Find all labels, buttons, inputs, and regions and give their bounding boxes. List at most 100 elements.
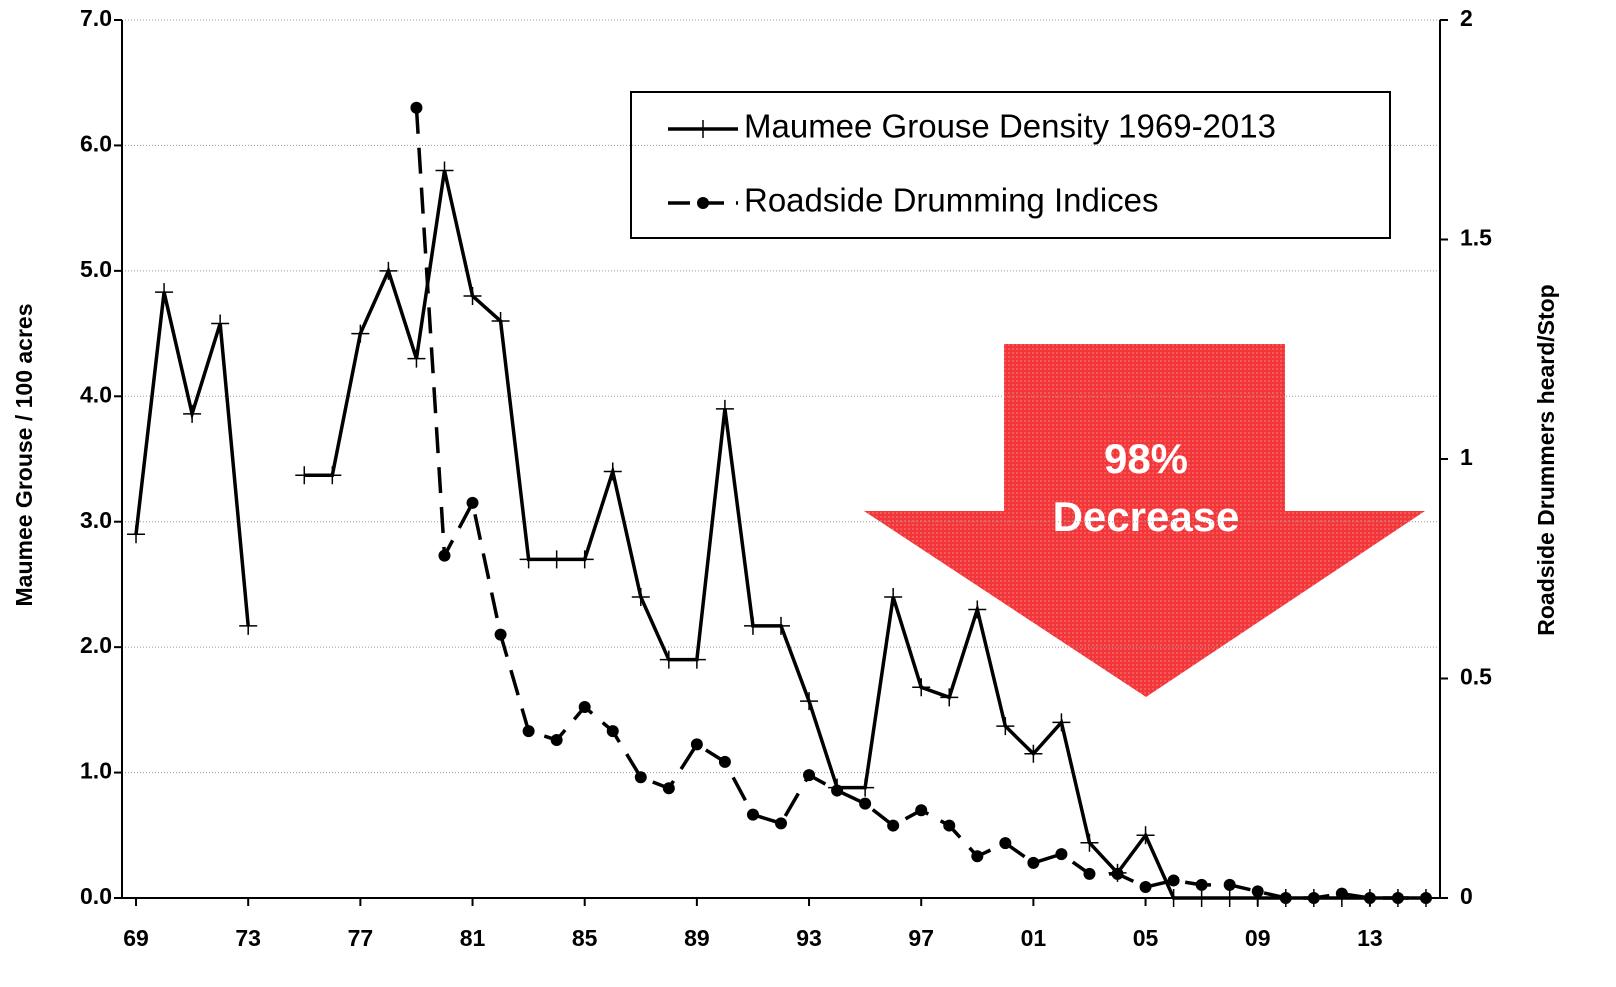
x-tick-label: 77 [348, 925, 374, 951]
y-tick-label: 2.0 [80, 632, 112, 658]
legend-label: Maumee Grouse Density 1969-2013 [744, 108, 1276, 145]
marker [803, 769, 816, 782]
marker [687, 650, 706, 669]
marker [578, 701, 591, 714]
x-tick-label: 73 [235, 925, 261, 951]
marker [884, 587, 903, 606]
legend-marker [694, 120, 712, 138]
marker [1055, 848, 1068, 861]
marker [463, 286, 482, 305]
marker [438, 549, 451, 562]
decrease-arrow [864, 344, 1425, 697]
marker [491, 312, 510, 331]
marker [323, 466, 342, 485]
marker [1391, 892, 1404, 904]
annotation: Decrease [1053, 493, 1240, 540]
marker [943, 819, 956, 832]
marker [831, 784, 844, 797]
y-tick-label: 3.0 [80, 507, 112, 533]
marker [519, 550, 538, 569]
y-tick-label: 1.0 [80, 758, 112, 784]
marker [407, 349, 426, 368]
marker [547, 550, 566, 569]
marker [183, 404, 202, 423]
y-tick-label: 5.0 [80, 256, 112, 282]
marker [662, 782, 675, 795]
marker [887, 819, 900, 832]
marker [718, 755, 731, 768]
y-tick-label: 7.0 [80, 5, 112, 31]
marker [971, 850, 984, 863]
marker [1335, 887, 1348, 900]
marker [743, 616, 762, 635]
y-axis-label: Maumee Grouse / 100 acres [11, 304, 37, 607]
x-tick-label: 05 [1133, 925, 1159, 951]
marker [1083, 867, 1096, 880]
marker [996, 717, 1015, 736]
marker [1223, 878, 1236, 891]
marker [603, 462, 622, 481]
marker [856, 778, 875, 797]
y2-tick-label: 1 [1460, 444, 1473, 470]
marker [155, 283, 174, 302]
marker [940, 688, 959, 707]
marker [295, 466, 314, 485]
y-tick-label: 4.0 [80, 381, 112, 407]
y2-axis-label: Roadside Drummers heard/Stop [1533, 284, 1559, 635]
marker [550, 733, 563, 746]
marker [775, 817, 787, 830]
x-tick-label: 13 [1357, 925, 1383, 951]
x-tick-label: 97 [908, 925, 934, 951]
marker [690, 738, 703, 751]
marker [1279, 892, 1292, 904]
marker [410, 101, 423, 114]
y2-tick-label: 2 [1460, 5, 1473, 31]
marker [1164, 889, 1183, 907]
marker [494, 628, 507, 641]
marker [1111, 867, 1124, 880]
marker [912, 678, 931, 697]
marker [127, 525, 146, 544]
marker [1024, 744, 1043, 763]
y2-tick-label: 0 [1460, 883, 1473, 909]
series-line [134, 291, 250, 626]
x-tick-label: 93 [796, 925, 822, 951]
y2-tick-label: 1.5 [1460, 225, 1492, 251]
marker [772, 616, 790, 635]
x-tick-label: 01 [1021, 925, 1047, 951]
marker [211, 314, 230, 333]
marker [522, 725, 535, 738]
marker [715, 399, 734, 418]
marker [1307, 892, 1320, 904]
marker [999, 837, 1012, 850]
marker [351, 324, 370, 343]
y-tick-label: 0.0 [80, 883, 112, 909]
legend: Maumee Grouse Density 1969-2013 Roadside … [630, 91, 1391, 239]
marker [1027, 856, 1040, 869]
y2-tick-label: 0.5 [1460, 664, 1492, 690]
marker [239, 616, 258, 635]
marker [634, 771, 647, 784]
marker [631, 587, 650, 606]
x-tick-label: 89 [684, 925, 710, 951]
marker [575, 550, 594, 569]
marker [659, 650, 678, 669]
marker [746, 808, 759, 821]
marker [379, 261, 398, 280]
marker [1251, 885, 1264, 898]
marker [1220, 889, 1239, 907]
x-tick-label: 85 [572, 925, 598, 951]
marker [1419, 892, 1432, 904]
x-tick-label: 69 [123, 925, 149, 951]
marker [466, 496, 479, 509]
marker [1363, 892, 1376, 904]
marker [1139, 881, 1152, 894]
marker [1052, 713, 1071, 732]
x-tick-label: 09 [1245, 925, 1271, 951]
marker [1192, 889, 1211, 907]
marker [800, 692, 819, 711]
marker [859, 797, 872, 810]
marker [1167, 874, 1180, 887]
marker [1080, 833, 1099, 852]
